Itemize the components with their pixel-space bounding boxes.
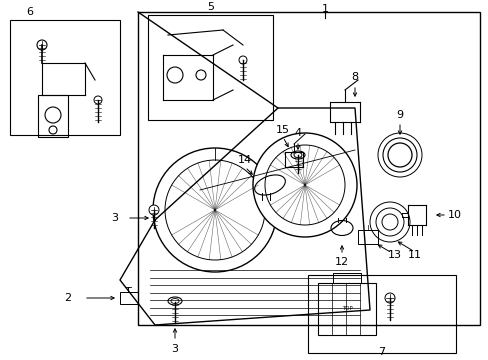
Text: 13: 13 — [387, 250, 401, 260]
Bar — [148, 15, 272, 120]
Circle shape — [239, 56, 246, 64]
Bar — [357, 230, 377, 244]
Text: 2: 2 — [64, 293, 71, 303]
Text: 11: 11 — [407, 250, 421, 260]
Circle shape — [153, 148, 276, 272]
Bar — [307, 275, 455, 353]
Text: TOP: TOP — [341, 306, 352, 311]
Text: 15: 15 — [275, 125, 289, 135]
Text: 3: 3 — [171, 344, 178, 354]
Text: 12: 12 — [334, 257, 348, 267]
Text: 10: 10 — [447, 210, 461, 220]
Text: 1: 1 — [321, 4, 328, 14]
Bar — [138, 12, 479, 325]
Ellipse shape — [168, 297, 182, 305]
Text: 5: 5 — [206, 2, 214, 12]
Bar — [120, 292, 138, 304]
Bar — [10, 20, 120, 135]
Text: 6: 6 — [26, 7, 33, 17]
Text: 4: 4 — [294, 128, 301, 138]
Circle shape — [37, 40, 47, 50]
Ellipse shape — [290, 151, 305, 159]
Text: 3: 3 — [111, 213, 118, 223]
Circle shape — [149, 205, 159, 215]
Bar — [317, 283, 375, 335]
Text: 8: 8 — [351, 72, 358, 82]
Circle shape — [252, 133, 356, 237]
Text: 7: 7 — [378, 347, 385, 357]
Text: 14: 14 — [238, 155, 251, 165]
Circle shape — [384, 293, 394, 303]
Text: 9: 9 — [396, 110, 403, 120]
Bar — [38, 95, 68, 137]
Circle shape — [94, 96, 102, 104]
